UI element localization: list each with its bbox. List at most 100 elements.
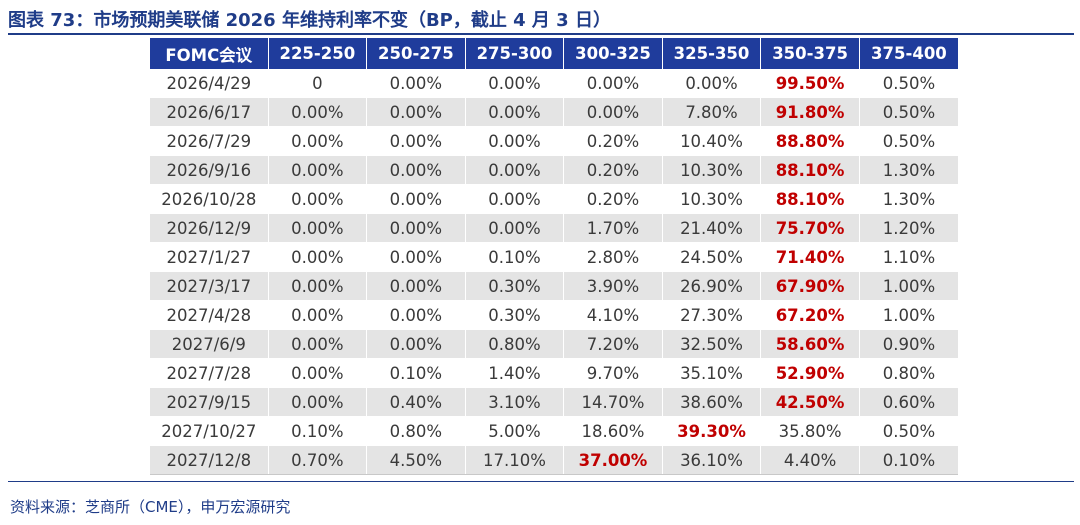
probability-cell: 0 <box>268 69 368 98</box>
meeting-date-cell: 2027/9/15 <box>150 387 269 417</box>
probability-cell: 0.30% <box>465 271 565 301</box>
rate-probability-table: FOMC会议 225-250 250-275 275-300 300-325 325-35… <box>150 38 958 475</box>
probability-cell: 0.00% <box>366 213 466 243</box>
probability-cell: 0.00% <box>465 126 565 156</box>
probability-cell: 0.00% <box>268 155 368 185</box>
probability-cell: 0.90% <box>859 329 958 359</box>
figure-title: 图表 73：市场预期美联储 2026 年维持利率不变（BP，截止 4 月 3 日… <box>8 10 611 31</box>
probability-cell: 0.00% <box>366 97 466 127</box>
table-row: 2026/6/17 0.00% 0.00% 0.00% 0.00% 7.80% 91.80%… <box>150 97 958 127</box>
column-header-rate-range: 300-325 <box>563 38 663 69</box>
table-row: 2027/12/8 0.70% 4.50% 17.10% 37.00% 36.10% 4.4… <box>150 445 958 475</box>
probability-cell: 26.90% <box>662 271 762 301</box>
probability-cell: 0.00% <box>366 300 466 330</box>
probability-cell: 1.40% <box>465 358 565 388</box>
source-divider <box>8 481 1074 482</box>
probability-cell: 0.00% <box>662 69 762 98</box>
meeting-date-cell: 2027/1/27 <box>150 242 269 272</box>
probability-cell: 10.30% <box>662 184 762 214</box>
probability-cell: 38.60% <box>662 387 762 417</box>
probability-cell: 1.30% <box>859 184 958 214</box>
meeting-date-cell: 2026/7/29 <box>150 126 269 156</box>
probability-cell: 1.30% <box>859 155 958 185</box>
meeting-date-cell: 2026/10/28 <box>150 184 269 214</box>
probability-cell: 0.50% <box>859 126 958 156</box>
probability-cell: 0.20% <box>563 126 663 156</box>
probability-cell: 0.00% <box>465 213 565 243</box>
probability-cell: 0.00% <box>465 97 565 127</box>
column-header-rate-range: 350-375 <box>760 38 860 69</box>
probability-cell: 14.70% <box>563 387 663 417</box>
probability-cell: 75.70% <box>760 213 860 243</box>
table-row: 2027/6/9 0.00% 0.00% 0.80% 7.20% 32.50% 58.60%… <box>150 329 958 359</box>
probability-cell: 18.60% <box>563 416 663 446</box>
table-row: 2027/10/27 0.10% 0.80% 5.00% 18.60% 39.30% 35.… <box>150 416 958 446</box>
probability-cell: 0.00% <box>268 329 368 359</box>
probability-cell: 0.50% <box>859 416 958 446</box>
meeting-date-cell: 2027/3/17 <box>150 271 269 301</box>
probability-cell: 0.00% <box>268 387 368 417</box>
probability-cell: 0.80% <box>366 416 466 446</box>
meeting-date-cell: 2027/4/28 <box>150 300 269 330</box>
probability-cell: 36.10% <box>662 445 762 475</box>
probability-cell: 1.70% <box>563 213 663 243</box>
probability-cell: 0.60% <box>859 387 958 417</box>
probability-cell: 17.10% <box>465 445 565 475</box>
probability-cell: 88.10% <box>760 184 860 214</box>
probability-cell: 1.00% <box>859 300 958 330</box>
probability-cell: 3.10% <box>465 387 565 417</box>
probability-cell: 0.20% <box>563 155 663 185</box>
probability-cell: 3.90% <box>563 271 663 301</box>
probability-cell: 32.50% <box>662 329 762 359</box>
probability-cell: 0.10% <box>268 416 368 446</box>
probability-cell: 0.80% <box>859 358 958 388</box>
probability-cell: 2.80% <box>563 242 663 272</box>
probability-cell: 37.00% <box>563 445 663 475</box>
probability-cell: 27.30% <box>662 300 762 330</box>
probability-cell: 7.80% <box>662 97 762 127</box>
probability-cell: 0.20% <box>563 184 663 214</box>
meeting-date-cell: 2027/7/28 <box>150 358 269 388</box>
meeting-date-cell: 2027/6/9 <box>150 329 269 359</box>
column-header-rate-range: 225-250 <box>268 38 368 69</box>
probability-cell: 71.40% <box>760 242 860 272</box>
column-header-rate-range: 375-400 <box>859 38 958 69</box>
probability-cell: 0.00% <box>465 184 565 214</box>
probability-cell: 99.50% <box>760 69 860 98</box>
meeting-date-cell: 2026/12/9 <box>150 213 269 243</box>
probability-cell: 0.00% <box>366 155 466 185</box>
probability-cell: 0.00% <box>465 69 565 98</box>
probability-cell: 0.30% <box>465 300 565 330</box>
probability-cell: 10.30% <box>662 155 762 185</box>
table-header-row: FOMC会议 225-250 250-275 275-300 300-325 325-35… <box>150 38 958 69</box>
table-row: 2026/7/29 0.00% 0.00% 0.00% 0.20% 10.40% 88.80… <box>150 126 958 156</box>
meeting-date-cell: 2027/10/27 <box>150 416 269 446</box>
probability-cell: 35.10% <box>662 358 762 388</box>
column-header-meeting: FOMC会议 <box>150 38 269 69</box>
probability-cell: 0.10% <box>465 242 565 272</box>
table-row: 2026/4/29 0 0.00% 0.00% 0.00% 0.00% 99.50% 0.50… <box>150 69 958 98</box>
table-body: 2026/4/29 0 0.00% 0.00% 0.00% 0.00% 99.50% 0.50… <box>150 69 958 475</box>
probability-cell: 0.50% <box>859 97 958 127</box>
probability-cell: 9.70% <box>563 358 663 388</box>
table-row: 2026/10/28 0.00% 0.00% 0.00% 0.20% 10.30% 88.1… <box>150 184 958 214</box>
table-row: 2026/9/16 0.00% 0.00% 0.00% 0.20% 10.30% 88.10… <box>150 155 958 185</box>
probability-cell: 0.00% <box>366 242 466 272</box>
source-note: 资料来源：芝商所（CME），申万宏源研究 <box>10 498 291 516</box>
column-header-rate-range: 325-350 <box>662 38 762 69</box>
probability-cell: 0.10% <box>859 445 958 475</box>
column-header-rate-range: 275-300 <box>465 38 565 69</box>
probability-cell: 1.00% <box>859 271 958 301</box>
meeting-date-cell: 2026/4/29 <box>150 69 269 98</box>
probability-cell: 35.80% <box>760 416 860 446</box>
table-row: 2027/3/17 0.00% 0.00% 0.30% 3.90% 26.90% 67.90… <box>150 271 958 301</box>
probability-cell: 42.50% <box>760 387 860 417</box>
probability-cell: 4.10% <box>563 300 663 330</box>
probability-cell: 67.20% <box>760 300 860 330</box>
probability-cell: 5.00% <box>465 416 565 446</box>
table-row: 2027/9/15 0.00% 0.40% 3.10% 14.70% 38.60% 42.5… <box>150 387 958 417</box>
probability-cell: 0.00% <box>268 358 368 388</box>
table-row: 2027/7/28 0.00% 0.10% 1.40% 9.70% 35.10% 52.90… <box>150 358 958 388</box>
probability-cell: 4.50% <box>366 445 466 475</box>
probability-cell: 88.80% <box>760 126 860 156</box>
